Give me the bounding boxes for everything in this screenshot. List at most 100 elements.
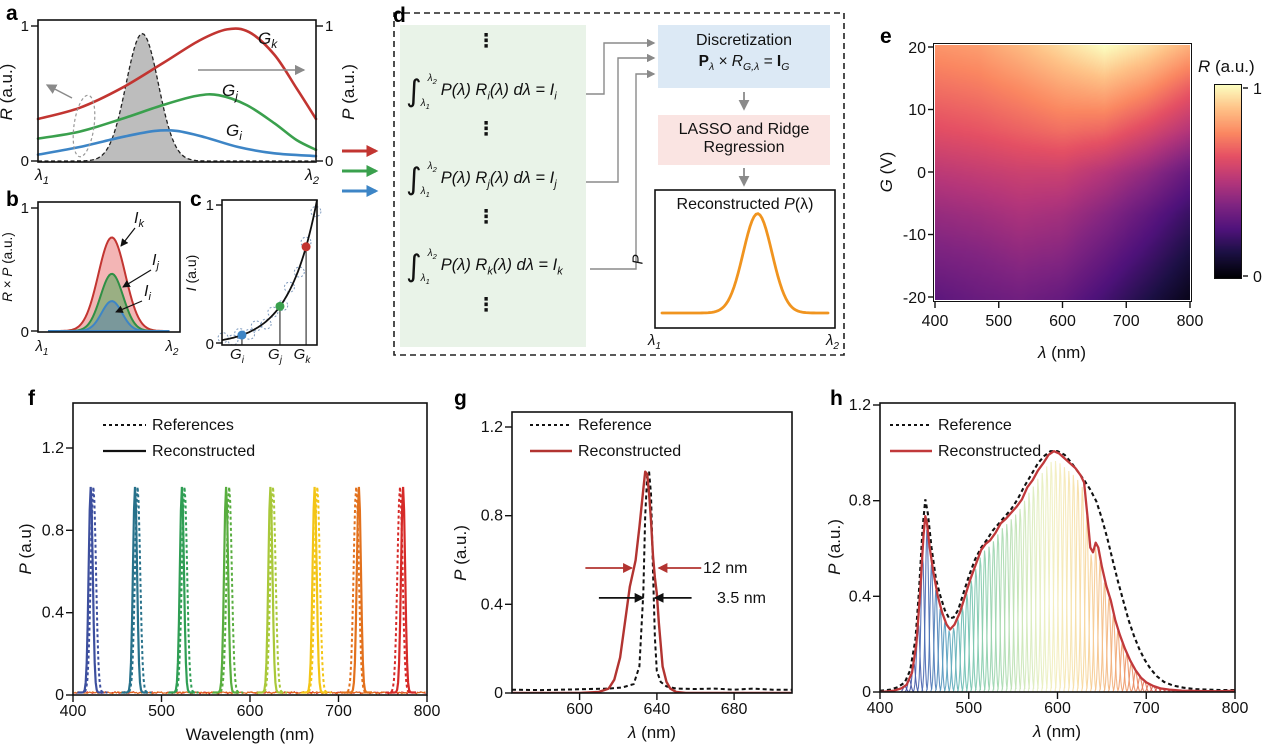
- xtick-gi: Gi: [230, 346, 245, 366]
- xtick-lambda1: λ1: [35, 338, 49, 358]
- gate-point-0: [237, 330, 247, 340]
- basis-peak: [1063, 470, 1075, 692]
- reconstructed-spectrum-curve: [660, 212, 830, 315]
- curve-label-gi: Gi: [226, 121, 242, 143]
- discretization-equation: Pλ × RG,λ = IG: [698, 53, 790, 74]
- basis-peak: [939, 622, 950, 692]
- annotation-arrow: [115, 300, 143, 313]
- basis-peak: [1010, 514, 1021, 692]
- basis-peak: [1076, 486, 1088, 692]
- left-axis-arrow: [45, 84, 73, 99]
- xtick-label: 800: [414, 703, 441, 720]
- basis-peak: [996, 528, 1008, 692]
- panel-g-chart: 1.2 0.8 0.4 0 600 640 680 P (a.u.) λ (nm…: [451, 411, 793, 742]
- y-axis-label-left: R (a.u.): [0, 64, 16, 121]
- xtick-label: 640: [644, 701, 671, 718]
- basis-peak: [965, 580, 977, 692]
- xtick-label: 700: [1133, 700, 1160, 717]
- basis-peak: [1094, 562, 1106, 692]
- xtick-label: 500: [148, 703, 175, 720]
- y-axis-label: R × P (a.u.): [0, 232, 15, 301]
- legend-reference: Reference: [938, 417, 1012, 434]
- integral-equation-i: ∫ λ2 λ1 P(λ) Ri(λ) dλ = Ii: [406, 73, 557, 111]
- panel-e: e 20 10 0 -10 -20 400 500 600 700 800 G …: [870, 20, 1268, 370]
- data-circle: [277, 300, 289, 312]
- gate-point-1: [275, 301, 285, 311]
- basis-peak: [1125, 661, 1137, 692]
- panel-g-annotations: [585, 563, 702, 603]
- reconstructed-peak-673: [300, 486, 328, 694]
- colorbar-title: R (a.u.): [1198, 57, 1255, 76]
- panel-b-curves: [47, 236, 170, 332]
- xtick-label: 600: [1044, 700, 1071, 717]
- colorbar-tick: 1: [1253, 81, 1262, 98]
- exponential-fit-curve: [221, 199, 318, 341]
- basis-peak: [1050, 460, 1061, 692]
- integral-equation-j: ∫ λ2 λ1 P(λ) Rj(λ) dλ = Ij: [406, 161, 557, 199]
- y-axis-label: G (V): [877, 152, 896, 193]
- basis-peak: [970, 569, 982, 692]
- discretization-title: Discretization: [695, 32, 793, 49]
- y-axis-label-right: P (a.u.): [339, 64, 358, 120]
- reference-curve: [512, 471, 792, 692]
- x-axis-label: Wavelength (nm): [186, 725, 315, 744]
- xtick-label: 800: [1222, 700, 1249, 717]
- gray-input-spectrum: [38, 32, 316, 162]
- reconstructed-title: Reconstructed P(λ): [676, 196, 814, 213]
- panel-d-diagram: [393, 12, 845, 356]
- basis-peak: [979, 550, 990, 692]
- panel-g-label: g: [454, 387, 467, 410]
- basis-peak: [1041, 466, 1053, 692]
- ytick-label: 0: [325, 153, 333, 170]
- xtick-label: 400: [867, 700, 894, 717]
- fwhm-reference-label: 3.5 nm: [717, 590, 766, 607]
- data-circle: [227, 334, 239, 346]
- panel-h: h 1.2 0.8 0.4 0 400 500 600 700 800 P (a…: [825, 385, 1268, 745]
- xtick-label: 600: [237, 703, 264, 720]
- y-axis-label: I (a.u): [183, 255, 199, 292]
- discretization-box: [658, 25, 830, 88]
- panel-c: c 1 0 I (a.u) Gi Gj Gk: [180, 185, 345, 366]
- connector-k: [590, 69, 656, 270]
- reconstructed-x-right: λ2: [826, 332, 839, 352]
- basis-peak: [1098, 582, 1110, 692]
- basis-peak: [943, 630, 955, 692]
- reconstructed-peak-573: [212, 486, 240, 694]
- peak-label-ii: Ii: [144, 283, 151, 303]
- ytick-label: 0.4: [42, 605, 64, 622]
- curve-gk: [36, 27, 318, 121]
- basis-peak: [952, 619, 964, 692]
- panel-f: f 1.2 0.8 0.4 0 400 500 600 700 800 P (a…: [16, 385, 443, 745]
- reconstructed-curve: [512, 470, 792, 693]
- tick-marks: [928, 46, 1248, 308]
- ytick-label: 0.8: [481, 508, 503, 525]
- discretization-text: Discretization Pλ × RG,λ = IG: [658, 32, 830, 73]
- ytick-label: 0.4: [481, 596, 503, 613]
- panel-b: b 1 0 R × P (a.u.) λ1 λ2 Ik Ij Ii: [0, 185, 200, 360]
- ytick-label: 0.4: [849, 588, 871, 605]
- basis-peak: [1001, 524, 1013, 692]
- ytick-label: 0: [917, 165, 926, 182]
- panel-f-label: f: [28, 387, 35, 410]
- xtick-label: 700: [325, 703, 352, 720]
- basis-peak: [948, 627, 959, 692]
- vertical-ellipsis: ⋮: [476, 206, 496, 228]
- basis-peak: [1059, 467, 1070, 692]
- gate-point-2: [301, 242, 311, 252]
- panel-a: a 1 0 1 0 R (a.u.) P (a.u.) λ1 λ2 Gk Gj …: [0, 0, 370, 190]
- peak-label-ij: Ij: [152, 252, 159, 272]
- ytick-label: 1: [325, 18, 333, 35]
- basis-peak: [1121, 653, 1132, 692]
- xtick-label: 400: [922, 313, 949, 330]
- ytick-label: 0: [21, 324, 29, 341]
- basis-peak: [1103, 598, 1115, 692]
- panel-e-axes: 20 10 0 -10 -20 400 500 600 700 800 G (V…: [877, 40, 1262, 362]
- xtick-label: 500: [955, 700, 982, 717]
- ytick-label: 10: [908, 102, 926, 119]
- lasso-box: [658, 115, 830, 165]
- response-arrows-svg: [342, 145, 379, 197]
- panel-a-label: a: [6, 2, 18, 25]
- basis-peak: [1130, 669, 1141, 692]
- xtick-label: 500: [985, 313, 1012, 330]
- tick-marks: [505, 426, 735, 700]
